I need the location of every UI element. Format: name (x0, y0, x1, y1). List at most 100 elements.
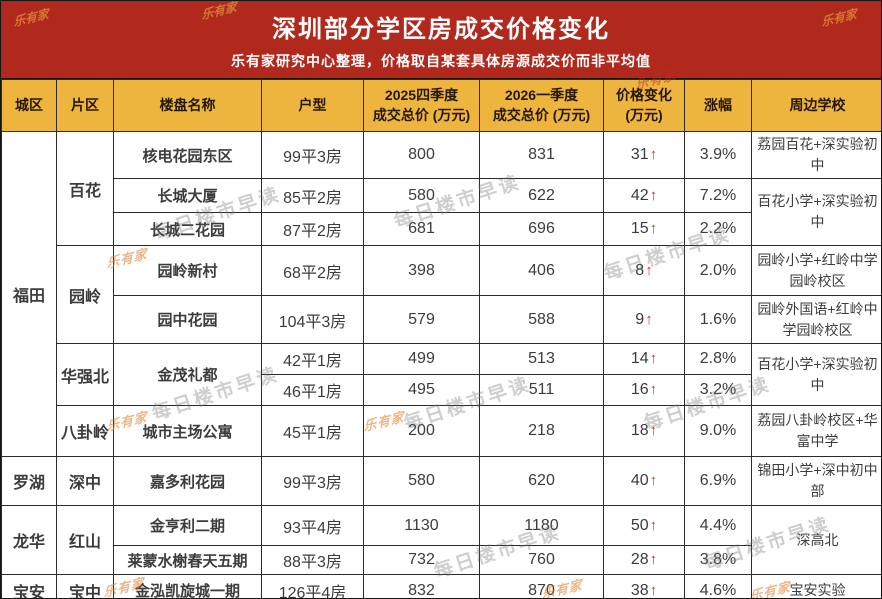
col-header-pct: 涨幅 (684, 79, 752, 132)
price-change-cell: 15↑ (603, 212, 685, 246)
change-value: 42 (630, 186, 649, 204)
area-cell: 园岭 (56, 245, 114, 344)
school-cell: 园岭小学+红岭中学园岭校区 (751, 245, 881, 296)
table-row: 46平1房 495 511 16↑ 3.2% (2, 374, 882, 406)
unit-type-cell: 42平1房 (261, 343, 364, 375)
price-2025-cell: 832 (363, 574, 480, 598)
change-pct-cell: 2.2% (684, 212, 752, 246)
table-row: 长城大厦 85平2房 580 622 42↑ 7.2% 百花小学+深实验初中 (2, 178, 881, 246)
up-arrow-icon: ↑ (649, 472, 658, 489)
brand-watermark: 乐有家 (201, 0, 238, 23)
unit-type-cell: 68平2房 (261, 245, 364, 296)
col-header-schools: 周边学校 (751, 79, 881, 132)
district-cell: 罗湖 (1, 456, 57, 506)
up-arrow-icon: ↑ (649, 422, 658, 439)
unit-type-cell: 99平3房 (261, 456, 364, 506)
area-cell: 华强北 (56, 343, 114, 406)
table-row: 八卦岭 城市主场公寓 45平1房 200 218 18↑ 9.0% 荔园八卦岭校… (2, 405, 881, 457)
price-change-cell: 16↑ (603, 374, 685, 406)
col-header-unit-type: 户型 (261, 79, 364, 132)
price-2026-cell: 406 (479, 245, 604, 296)
property-name-cell: 园岭新村 (113, 245, 262, 296)
change-pct-cell: 3.2% (684, 374, 752, 406)
up-arrow-icon: ↑ (649, 146, 658, 163)
school-cell: 百花小学+深实验初中 (751, 343, 881, 406)
table-row: 莱蒙水榭春天五期 88平3房 732 760 28↑ 3.8% (2, 545, 882, 575)
unit-type-cell: 46平1房 (261, 374, 364, 406)
col-header-district: 城区 (1, 79, 57, 132)
price-2025-cell: 580 (363, 178, 480, 213)
school-cell: 锦田小学+深中初中部 (751, 456, 881, 506)
change-value: 15 (630, 220, 649, 237)
price-change-cell: 50↑ (603, 505, 685, 546)
title-band: 深圳部分学区房成交价格变化 乐有家研究中心整理，价格取自某套具体房源成交价而非平… (1, 1, 881, 79)
change-value: 9 (635, 310, 645, 328)
change-value: 16 (630, 381, 649, 398)
change-pct-cell: 1.6% (684, 295, 752, 344)
change-pct-cell: 3.8% (684, 545, 752, 575)
change-pct-cell: 2.0% (684, 245, 752, 296)
unit-type-cell: 88平3房 (261, 545, 364, 575)
col-header-price-2025q4: 2025四季度 成交总价 (万元) (363, 79, 480, 132)
change-value: 28 (630, 551, 649, 568)
unit-type-cell: 99平3房 (261, 131, 364, 179)
property-name-cell: 金亨利二期 (113, 505, 262, 546)
up-arrow-icon: ↑ (645, 310, 653, 328)
up-arrow-icon: ↑ (649, 220, 658, 237)
school-cell: 荔园百花+深实验初中 (751, 131, 881, 179)
price-2025-cell: 499 (363, 343, 480, 375)
school-cell: 宝安实验 (751, 574, 881, 598)
area-cell: 百花 (56, 131, 114, 246)
change-pct-cell: 4.4% (684, 505, 752, 546)
table-row: 长城二花园 87平2房 681 696 15↑ 2.2% (2, 212, 882, 246)
price-2025-cell: 200 (363, 405, 480, 457)
change-pct-cell: 6.9% (684, 456, 752, 506)
price-change-cell: 40↑ (603, 456, 685, 506)
area-cell: 红山 (56, 505, 114, 575)
col-header-area: 片区 (56, 79, 114, 132)
price-2025-cell: 495 (363, 374, 480, 406)
area-cell: 八卦岭 (56, 405, 114, 457)
up-arrow-icon: ↑ (649, 581, 658, 599)
price-change-cell: 42↑ (603, 178, 685, 213)
change-pct-cell: 9.0% (684, 405, 752, 457)
price-change-cell: 8↑ (603, 245, 685, 296)
property-name-cell: 城市主场公寓 (113, 405, 262, 457)
change-value: 18 (630, 422, 649, 439)
col-header-price-change: 价格变化 (万元) (603, 79, 685, 132)
change-value: 40 (630, 472, 649, 489)
table-row: 福田 百花 核电花园东区 99平3房 800 831 31↑ 3.9% 荔园百花… (1, 131, 881, 457)
school-cell: 百花小学+深实验初中 (751, 178, 881, 246)
table-row: 园中花园 104平3房 579 588 9↑ 1.6% 园岭外国语+红岭中学园岭… (2, 295, 881, 344)
page-subtitle: 乐有家研究中心整理，价格取自某套具体房源成交价而非平均值 (231, 52, 651, 69)
price-change-cell: 31↑ (603, 131, 685, 179)
price-2026-cell: 696 (479, 212, 604, 246)
unit-type-cell: 85平2房 (261, 178, 364, 213)
price-2025-cell: 800 (363, 131, 480, 179)
school-cell: 园岭外国语+红岭中学园岭校区 (751, 295, 881, 344)
table-row: 罗湖 深中 嘉多利花园 99平3房 580 620 40↑ 6.9% 锦田小学+… (1, 456, 881, 506)
price-2026-cell: 511 (479, 374, 604, 406)
property-name-cell: 长城二花园 (113, 212, 262, 246)
change-pct-cell: 4.6% (684, 574, 752, 598)
area-cell: 宝中 (56, 574, 114, 598)
property-name-cell: 金茂礼都 (113, 343, 262, 406)
district-cell: 宝安 (1, 574, 57, 598)
table-row: 华强北 金茂礼都 42平1房 499 513 14↑ 2.8% 百花小学+深实验… (2, 343, 881, 406)
up-arrow-icon: ↑ (649, 186, 658, 204)
school-cell: 深高北 (751, 505, 881, 575)
table-row: 园岭 园岭新村 68平2房 398 406 8↑ 2.0% 园岭小学+红岭中学园… (2, 245, 881, 344)
property-name-cell: 莱蒙水榭春天五期 (113, 545, 262, 575)
up-arrow-icon: ↑ (645, 261, 653, 279)
price-2026-cell: 218 (479, 405, 604, 457)
price-change-cell: 18↑ (603, 405, 685, 457)
unit-type-cell: 87平2房 (261, 212, 364, 246)
brand-watermark: 乐有家 (13, 6, 50, 30)
price-2026-cell: 870 (479, 574, 604, 598)
price-2026-cell: 513 (479, 343, 604, 375)
change-value: 50 (630, 516, 649, 534)
property-name-cell: 金泓凯旋城一期 (113, 574, 262, 598)
price-change-cell: 9↑ (603, 295, 685, 344)
change-value: 8 (635, 261, 645, 279)
